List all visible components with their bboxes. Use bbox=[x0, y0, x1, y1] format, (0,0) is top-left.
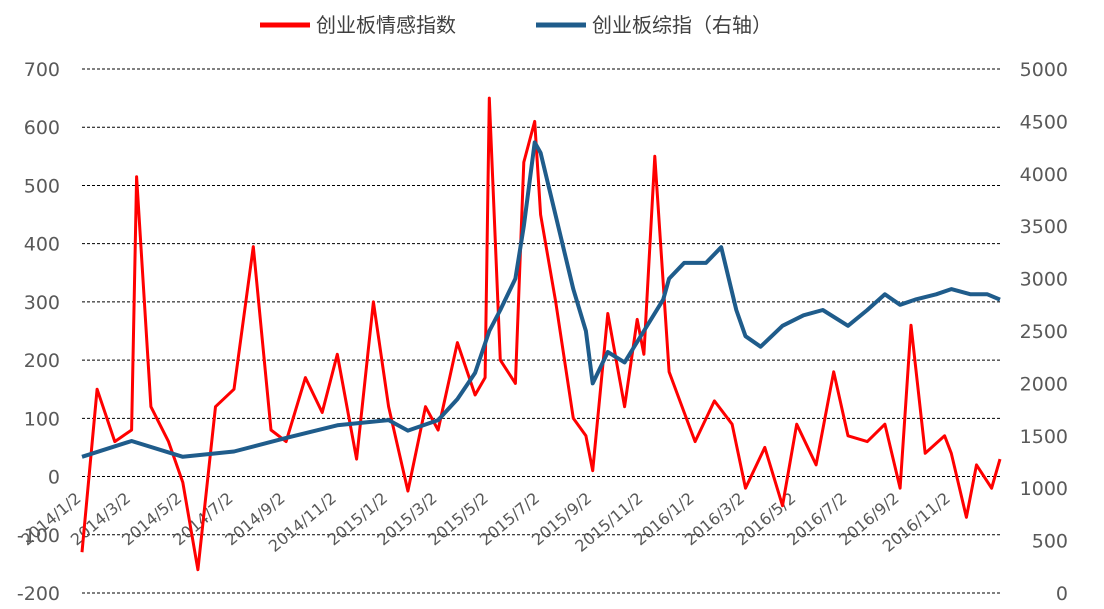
left-axis-tick-label: 700 bbox=[24, 59, 60, 81]
series-line-sentiment bbox=[80, 96, 1002, 572]
right-axis-tick-label: 5000 bbox=[1020, 59, 1068, 81]
legend-label-sentiment: 创业板情感指数 bbox=[316, 13, 456, 37]
left-axis-tick-labels: -200 -100 0 100 200 300 400 500 600 700 bbox=[17, 59, 60, 605]
x-axis-tick-labels: 2014/1/22014/3/22014/5/22014/7/22014/9/2… bbox=[17, 489, 954, 556]
right-axis-tick-label: 2500 bbox=[1020, 321, 1068, 343]
left-axis-tick-label: -200 bbox=[17, 583, 60, 605]
gridlines bbox=[82, 68, 1000, 594]
right-axis-tick-label: 500 bbox=[1032, 531, 1068, 553]
left-axis-tick-label: -100 bbox=[17, 525, 60, 547]
left-axis-tick-label: 500 bbox=[24, 175, 60, 197]
left-axis-tick-label: 300 bbox=[24, 292, 60, 314]
right-axis-tick-label: 3000 bbox=[1020, 269, 1068, 291]
right-axis-tick-label: 1500 bbox=[1020, 426, 1068, 448]
series-layer bbox=[80, 96, 1002, 572]
legend: 创业板情感指数 创业板综指（右轴） bbox=[260, 13, 772, 37]
left-axis-tick-label: 400 bbox=[24, 234, 60, 256]
left-axis-tick-label: 100 bbox=[24, 408, 60, 430]
right-axis-tick-label: 0 bbox=[1056, 583, 1068, 605]
right-axis-tick-label: 3500 bbox=[1020, 216, 1068, 238]
right-axis-tick-label: 2000 bbox=[1020, 373, 1068, 395]
left-axis-tick-label: 600 bbox=[24, 117, 60, 139]
left-axis-tick-label: 0 bbox=[48, 467, 60, 489]
right-axis-tick-labels: 0 500 1000 1500 2000 2500 3000 3500 4000 4500 5000 bbox=[1020, 59, 1068, 605]
left-axis-tick-label: 200 bbox=[24, 350, 60, 372]
right-axis-tick-label: 1000 bbox=[1020, 478, 1068, 500]
right-axis-tick-label: 4500 bbox=[1020, 111, 1068, 133]
right-axis-tick-label: 4000 bbox=[1020, 164, 1068, 186]
legend-label-composite: 创业板综指（右轴） bbox=[592, 13, 772, 37]
series-line-composite bbox=[81, 140, 1001, 459]
